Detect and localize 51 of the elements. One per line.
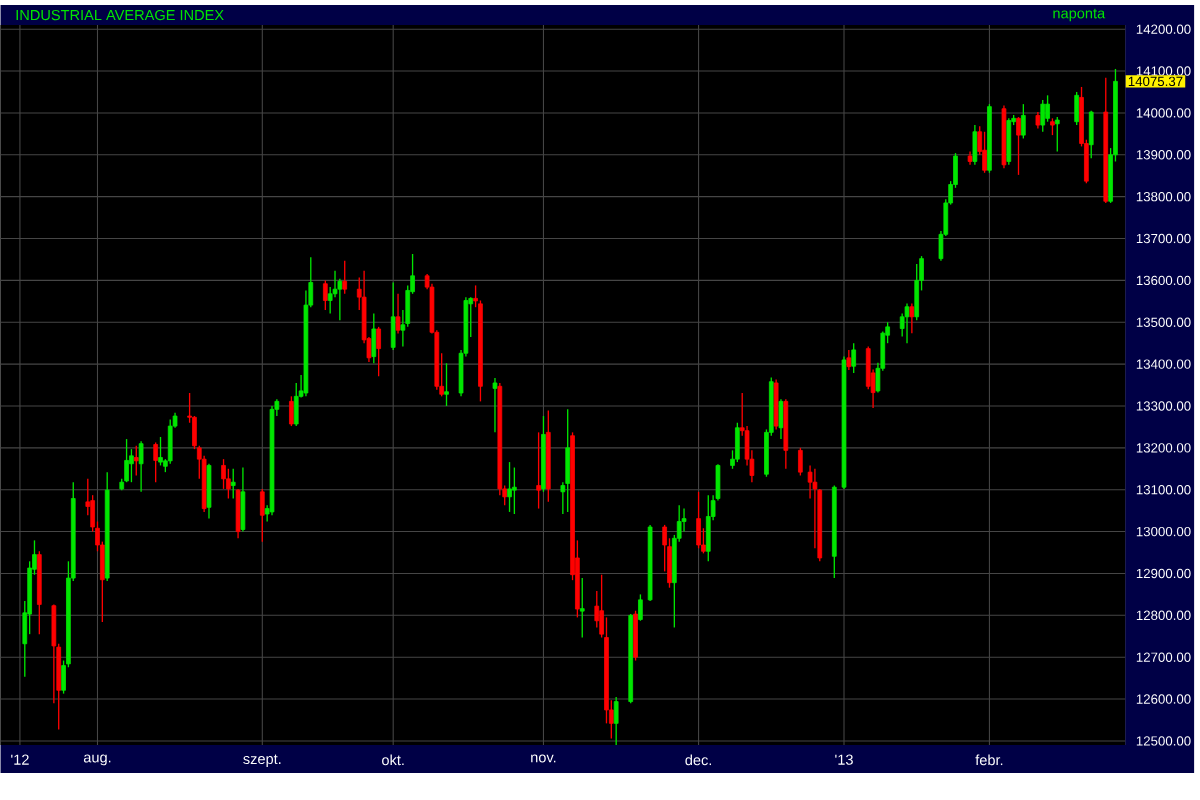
candlestick — [259, 487, 265, 542]
candlestick — [972, 123, 978, 166]
candlestick — [322, 279, 328, 311]
candlestick — [633, 609, 638, 661]
candlestick — [206, 462, 212, 519]
candlestick — [1040, 98, 1046, 133]
candlestick — [1054, 116, 1060, 152]
candlestick — [293, 381, 299, 427]
candlestick — [395, 292, 401, 334]
candlestick — [512, 466, 517, 515]
candlestick — [124, 437, 129, 483]
candlestick — [1016, 116, 1021, 176]
candlestick — [798, 446, 803, 476]
candlestick — [507, 461, 512, 513]
candlestick — [696, 490, 701, 549]
candlestick — [773, 378, 779, 430]
candlestick — [914, 262, 920, 321]
candlestick — [1006, 117, 1012, 166]
candlestick — [337, 277, 343, 321]
candlestick — [904, 302, 910, 344]
candlestick — [158, 435, 163, 466]
candlestick — [226, 467, 231, 499]
candlestick — [982, 130, 987, 174]
candlestick — [492, 376, 498, 433]
candlestick — [371, 312, 377, 364]
candlestick — [133, 444, 139, 476]
candlestick — [565, 408, 571, 513]
candlestick — [240, 466, 246, 532]
candlestick — [579, 576, 585, 638]
candlestick — [167, 418, 173, 465]
candlestick — [444, 362, 449, 407]
candlestick — [153, 441, 158, 483]
candlestick — [846, 348, 852, 371]
candlestick — [778, 398, 784, 440]
candlestick — [138, 440, 144, 493]
candlestick — [376, 325, 381, 377]
candlestick — [735, 421, 740, 463]
candlestick — [1021, 103, 1026, 139]
candlestick — [390, 281, 396, 351]
candlestick — [851, 342, 857, 374]
candlestick — [1088, 109, 1094, 159]
candlestick — [235, 487, 241, 539]
candlestick — [289, 395, 294, 427]
candlestick — [705, 494, 711, 562]
candlestick — [536, 431, 541, 509]
candlestick — [342, 259, 348, 295]
candlestick — [909, 302, 915, 334]
candlestick — [638, 593, 643, 622]
candlestick — [1045, 94, 1050, 122]
candlestick — [230, 467, 236, 499]
candlestick — [1074, 90, 1080, 126]
